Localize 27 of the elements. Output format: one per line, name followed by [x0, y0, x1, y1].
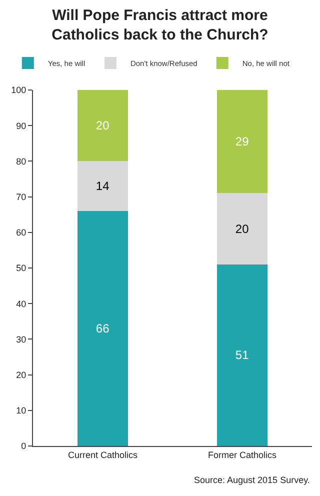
x-tick-label: Former Catholics	[208, 450, 278, 460]
y-tick-label: 100	[11, 85, 26, 96]
bar	[78, 90, 128, 162]
x-tick-label: Current Catholics	[68, 450, 138, 460]
bar	[78, 211, 128, 446]
bar	[217, 193, 268, 264]
y-tick-label: 60	[16, 228, 26, 238]
y-tick-label: 0	[21, 441, 26, 452]
data-label: 20	[96, 118, 110, 133]
data-label: 29	[235, 134, 250, 149]
y-tick-label: 20	[16, 370, 26, 380]
source-note: Source: August 2015 Survey.	[194, 475, 310, 485]
y-tick-label: 10	[16, 406, 26, 416]
bar	[217, 264, 268, 446]
chart-title: Will Pope Francis attract more Catholics back to the Church?	[52, 6, 268, 44]
y-tick-label: 50	[16, 263, 26, 274]
bar	[78, 161, 128, 212]
bar	[217, 90, 268, 194]
y-tick-label: 70	[16, 192, 26, 202]
y-tick-label: 80	[16, 156, 26, 166]
y-tick-label: 30	[16, 334, 26, 344]
data-label: 20	[235, 222, 250, 236]
data-label: 51	[235, 348, 250, 362]
data-label: 14	[96, 179, 110, 194]
data-label: 66	[96, 322, 110, 336]
y-tick-label: 90	[16, 120, 26, 131]
y-tick-label: 40	[16, 298, 26, 309]
